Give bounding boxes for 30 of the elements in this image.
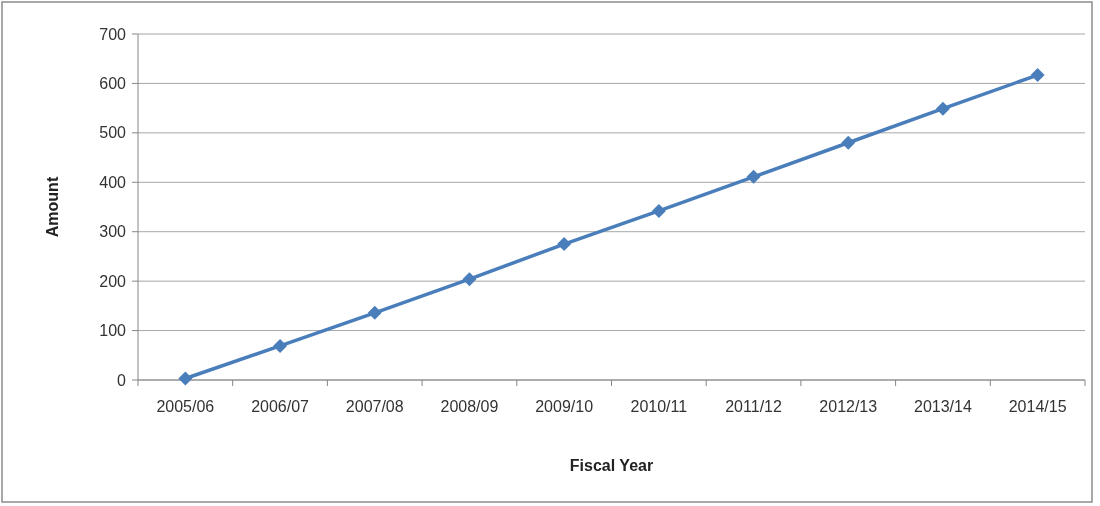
y-axis-title: Amount xyxy=(44,176,61,238)
point xyxy=(746,169,761,184)
point xyxy=(1030,68,1045,83)
x-tick-label: 2006/07 xyxy=(251,398,310,415)
x-tick-label: 2007/08 xyxy=(345,398,404,415)
x-tick-label: 2013/14 xyxy=(914,398,972,415)
x-axis-title: Fiscal Year xyxy=(569,457,654,474)
point xyxy=(367,305,382,320)
y-tick-label: 0 xyxy=(117,371,127,389)
x-tick-label: 2009/10 xyxy=(535,398,594,415)
x-tick-label: 2010/11 xyxy=(630,398,688,415)
y-tick-label: 300 xyxy=(99,223,127,241)
x-tick-label: 2005/06 xyxy=(156,398,215,415)
point xyxy=(935,101,950,116)
point xyxy=(178,371,193,386)
y-tick-label: 100 xyxy=(99,322,127,340)
y-tick-label: 700 xyxy=(99,25,127,43)
x-tick-label: 2014/15 xyxy=(1008,398,1067,415)
y-tick-label: 600 xyxy=(99,75,127,93)
x-tick-label: 2011/12 xyxy=(725,398,782,415)
x-tick-label: 2008/09 xyxy=(440,398,499,415)
point xyxy=(651,203,666,218)
point xyxy=(841,135,856,150)
point xyxy=(273,338,288,353)
point xyxy=(462,272,477,287)
x-tick-label: 2012/13 xyxy=(819,398,878,415)
y-tick-label: 200 xyxy=(99,272,127,290)
y-tick-label: 500 xyxy=(99,124,127,142)
point xyxy=(557,237,572,252)
y-tick-label: 400 xyxy=(99,173,127,191)
